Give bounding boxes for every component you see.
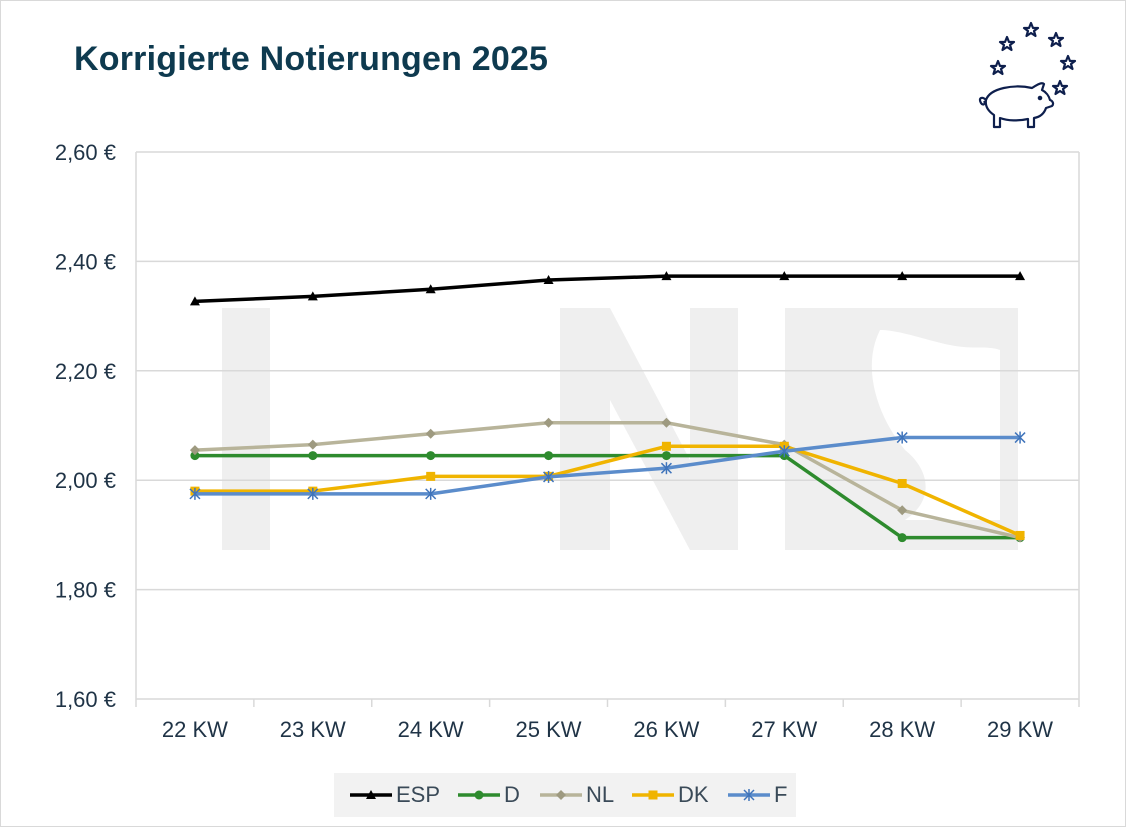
y-tick-label: 2,40 € bbox=[55, 249, 116, 274]
data-point-esp bbox=[897, 271, 908, 281]
y-tick-label: 1,60 € bbox=[55, 687, 116, 712]
x-tick-label: 28 KW bbox=[869, 717, 935, 742]
watermark-letter-n bbox=[560, 308, 738, 550]
x-tick-label: 26 KW bbox=[633, 717, 699, 742]
legend-label-dk: DK bbox=[678, 782, 709, 807]
series-f bbox=[189, 431, 1026, 500]
data-point-d bbox=[190, 451, 200, 461]
data-point-esp bbox=[425, 284, 436, 294]
data-point-nl bbox=[425, 428, 436, 439]
data-point-f bbox=[189, 487, 201, 500]
legend-item-f: F bbox=[728, 773, 787, 817]
x-tick-label: 25 KW bbox=[516, 717, 582, 742]
data-point-esp bbox=[543, 274, 554, 284]
watermark-pig-shape bbox=[785, 308, 1018, 550]
data-point-d bbox=[544, 451, 554, 461]
pig-with-stars-icon bbox=[974, 18, 1084, 138]
legend-label-esp: ESP bbox=[396, 782, 441, 807]
data-point-nl bbox=[543, 417, 554, 428]
series-esp bbox=[189, 271, 1026, 306]
data-point-esp bbox=[1015, 271, 1026, 281]
data-point-esp bbox=[779, 271, 790, 281]
data-point-nl bbox=[189, 445, 200, 456]
data-point-dk bbox=[426, 471, 436, 481]
data-point-f bbox=[543, 470, 555, 483]
x-tick-label: 29 KW bbox=[987, 717, 1053, 742]
series-line-f bbox=[194, 435, 1021, 496]
data-point-f bbox=[1014, 431, 1026, 444]
data-point-dk bbox=[1015, 530, 1025, 540]
legend-marker-dk bbox=[632, 790, 674, 800]
series-line-nl bbox=[194, 421, 1021, 540]
data-point-d bbox=[897, 533, 907, 543]
data-point-f bbox=[425, 487, 437, 500]
data-point-dk bbox=[897, 478, 907, 488]
data-point-nl bbox=[661, 417, 672, 428]
x-tick-label: 22 KW bbox=[162, 717, 228, 742]
legend-label-d: D bbox=[504, 782, 520, 807]
legend-item-dk: DK bbox=[632, 773, 709, 817]
legend-item-nl: NL bbox=[540, 773, 614, 817]
chart-title: Korrigierte Notierungen 2025 bbox=[74, 40, 549, 78]
data-point-f bbox=[896, 431, 908, 444]
watermark-letter-i bbox=[222, 308, 270, 550]
legend-marker-f bbox=[728, 789, 770, 801]
series-line-dk bbox=[194, 444, 1021, 538]
y-tick-label: 2,60 € bbox=[55, 140, 116, 165]
legend-item-d: D bbox=[458, 773, 520, 817]
legend-marker-esp bbox=[350, 790, 392, 799]
data-point-d bbox=[426, 451, 436, 461]
y-tick-label: 2,00 € bbox=[55, 468, 116, 493]
data-point-f bbox=[307, 487, 319, 500]
x-tick-label: 27 KW bbox=[751, 717, 817, 742]
data-point-f bbox=[778, 445, 790, 458]
data-point-nl bbox=[897, 505, 908, 516]
data-point-esp bbox=[307, 291, 318, 301]
legend-label-f: F bbox=[774, 782, 788, 807]
series bbox=[189, 271, 1026, 543]
legend-label-nl: NL bbox=[586, 782, 615, 807]
watermark bbox=[222, 308, 1018, 550]
data-point-esp bbox=[189, 296, 200, 306]
x-tick-label: 24 KW bbox=[398, 717, 464, 742]
series-line-d bbox=[194, 453, 1021, 540]
legend-marker-nl bbox=[540, 790, 582, 800]
axes: 1,60 € 1,80 € 2,00 € 2,20 € 2,40 € 2,60 € 22 K… bbox=[55, 140, 1080, 742]
data-point-esp bbox=[661, 271, 672, 281]
legend-marker-d bbox=[458, 790, 500, 800]
y-tick-label: 1,80 € bbox=[55, 578, 116, 603]
data-point-d bbox=[308, 451, 318, 461]
data-point-dk bbox=[661, 441, 671, 451]
x-tick-label: 23 KW bbox=[280, 717, 346, 742]
y-tick-label: 2,20 € bbox=[55, 359, 116, 384]
series-line-esp bbox=[194, 274, 1021, 304]
data-point-d bbox=[661, 451, 671, 461]
data-point-f bbox=[660, 462, 672, 475]
legend-item-esp: ESP bbox=[350, 773, 440, 817]
data-point-nl bbox=[307, 439, 318, 450]
legend: ESP D NL DK F bbox=[334, 773, 796, 817]
